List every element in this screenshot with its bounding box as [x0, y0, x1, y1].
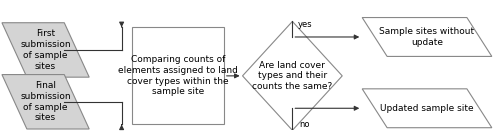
Text: Are land cover
types and their
counts the same?: Are land cover types and their counts th… — [252, 61, 332, 91]
Polygon shape — [362, 18, 492, 56]
Polygon shape — [362, 89, 492, 128]
Text: no: no — [300, 120, 310, 129]
Bar — [132, 27, 224, 124]
Text: Comparing counts of
elements assigned to land
cover types within the
sample site: Comparing counts of elements assigned to… — [118, 55, 238, 97]
Text: Final
submission
of sample
sites: Final submission of sample sites — [20, 81, 71, 122]
Text: yes: yes — [298, 20, 312, 29]
Polygon shape — [2, 23, 89, 77]
Text: Updated sample site: Updated sample site — [380, 104, 474, 113]
Polygon shape — [242, 21, 342, 130]
Text: Sample sites without
update: Sample sites without update — [380, 27, 474, 47]
Text: First
submission
of sample
sites: First submission of sample sites — [20, 29, 71, 71]
Polygon shape — [2, 75, 89, 129]
